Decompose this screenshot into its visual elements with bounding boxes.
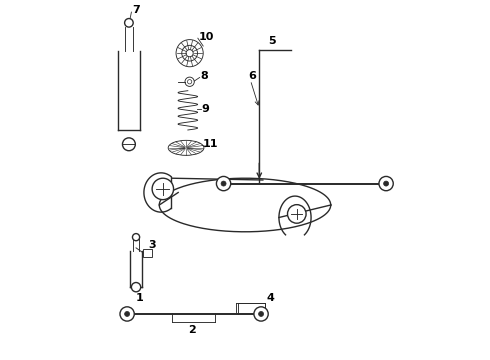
Circle shape [188, 80, 192, 84]
Circle shape [288, 204, 306, 223]
Circle shape [131, 283, 141, 292]
Circle shape [254, 307, 268, 321]
Circle shape [185, 77, 194, 86]
Circle shape [152, 178, 173, 200]
Circle shape [221, 181, 226, 186]
Ellipse shape [168, 140, 204, 156]
Circle shape [379, 176, 393, 191]
Text: 11: 11 [203, 139, 219, 149]
Circle shape [259, 311, 264, 316]
Circle shape [217, 176, 231, 191]
Text: 9: 9 [201, 104, 209, 113]
FancyBboxPatch shape [143, 249, 152, 257]
Text: 4: 4 [267, 293, 274, 303]
Text: 1: 1 [136, 293, 144, 303]
Circle shape [384, 181, 389, 186]
Text: 6: 6 [248, 71, 256, 81]
Circle shape [124, 18, 133, 27]
Text: 10: 10 [198, 32, 214, 42]
Text: 8: 8 [200, 71, 208, 81]
Text: 2: 2 [188, 325, 196, 335]
Circle shape [176, 40, 203, 67]
Text: 3: 3 [148, 240, 156, 250]
Circle shape [132, 234, 140, 241]
Text: 5: 5 [268, 36, 276, 46]
Circle shape [182, 45, 197, 61]
Circle shape [122, 138, 135, 151]
Circle shape [120, 307, 134, 321]
Circle shape [186, 50, 193, 57]
Text: 7: 7 [132, 5, 140, 15]
Circle shape [124, 311, 130, 316]
